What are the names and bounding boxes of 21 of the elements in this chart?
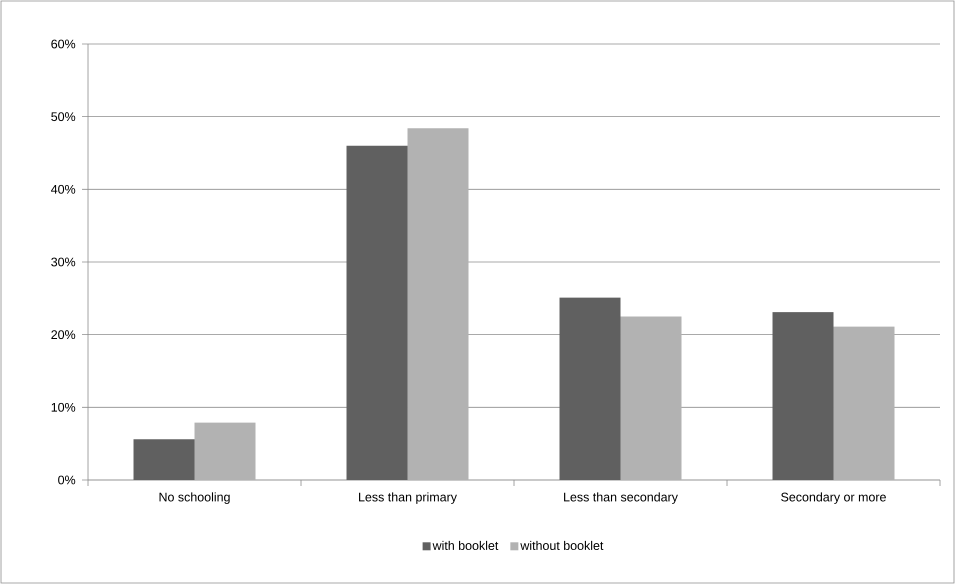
y-tick-label: 50% (51, 112, 76, 122)
bar (560, 298, 621, 480)
y-tick-label: 40% (51, 184, 76, 194)
bar (772, 312, 834, 480)
x-tick-label: Secondary or more (781, 492, 886, 504)
x-tick-label: Less than primary (359, 492, 457, 504)
y-tick-label: 20% (51, 330, 76, 340)
y-tick-label: 10% (52, 402, 76, 412)
x-tick-label: No schooling (160, 492, 230, 504)
bar (834, 326, 895, 480)
x-tick-label: Less than secondary (564, 492, 678, 504)
legend-label: without booklet (520, 540, 604, 550)
y-tick-label: 30% (51, 258, 76, 266)
y-tick-label: 0% (58, 476, 76, 484)
legend-label: with booklet (432, 540, 498, 550)
bar (620, 316, 682, 480)
y-tick-label: 60% (51, 40, 76, 48)
bar (194, 422, 256, 480)
bar (134, 439, 195, 480)
bar (408, 128, 469, 480)
bar (346, 146, 408, 480)
